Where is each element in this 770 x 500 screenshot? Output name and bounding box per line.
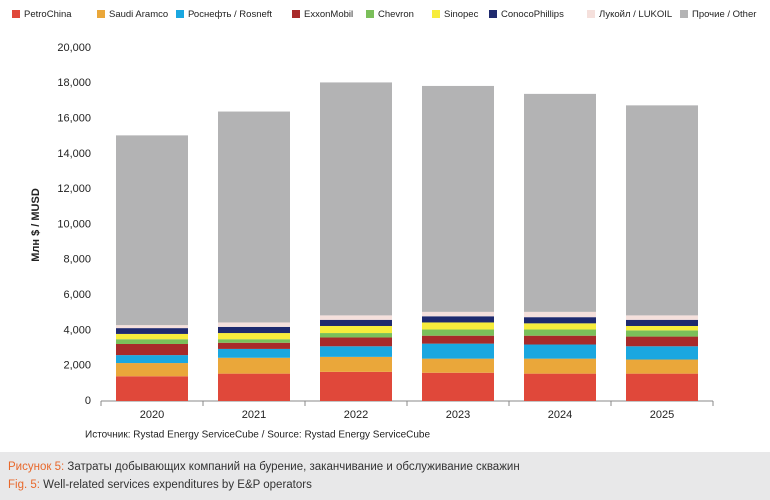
caption-label: Рисунок 5: (8, 461, 65, 473)
source: Источник: Rystad Energy ServiceCube / So… (85, 430, 430, 441)
bar-segment (626, 105, 698, 316)
bar-segment (524, 317, 596, 324)
bar-segment (218, 342, 290, 349)
y-tick-label: 20,000 (57, 42, 91, 54)
legend-label: Chevron (378, 9, 414, 20)
bar-segment (422, 343, 494, 359)
legend-label: Роснефть / Rosneft (188, 9, 272, 20)
bar-segment (524, 373, 596, 401)
y-tick-label: 14,000 (57, 148, 91, 160)
x-tick-label: 2022 (344, 409, 368, 421)
bar-segment (116, 363, 188, 377)
bar-segment (116, 135, 188, 326)
legend-label: ConocoPhillips (501, 9, 564, 20)
caption: Рисунок 5: Затраты добывающих компаний н… (0, 452, 770, 500)
x-tick-label: 2021 (242, 409, 266, 421)
bar-segment (320, 325, 392, 334)
caption-text: Затраты добывающих компаний на бурение, … (67, 461, 520, 473)
bar-segment (320, 315, 392, 320)
bar-segment (524, 358, 596, 374)
legend-label: Лукойл / LUKOIL (599, 9, 672, 20)
bar-segment (524, 311, 596, 318)
bar-segment (320, 337, 392, 347)
legend-swatch (366, 10, 374, 18)
bar-segment (626, 359, 698, 374)
bar-segment (422, 372, 494, 401)
chart: Млн $ / MUSD Источник: Rystad Energy Ser… (12, 9, 756, 441)
y-tick-label: 2,000 (63, 360, 91, 372)
bar-segment (320, 346, 392, 357)
x-tick-label: 2024 (548, 409, 572, 421)
bar-segment (218, 348, 290, 358)
bar-segment (116, 325, 188, 329)
legend-swatch (292, 10, 300, 18)
legend-swatch (680, 10, 688, 18)
bar-segment (626, 346, 698, 360)
bar-segment (116, 339, 188, 344)
y-tick-label: 0 (85, 395, 91, 407)
caption-label: Fig. 5: (8, 479, 40, 491)
x-tick-label: 2025 (650, 409, 674, 421)
bar-segment (116, 343, 188, 356)
bar-segment (422, 311, 494, 317)
bar-segment (116, 376, 188, 401)
bar-segment (422, 335, 494, 344)
bar-segment (320, 356, 392, 372)
bar-segment (626, 330, 698, 337)
legend-label: Прочие / Other (692, 9, 756, 20)
bar-segment (422, 329, 494, 336)
bar-segment (320, 319, 392, 326)
bar-segment (422, 316, 494, 323)
bar-segment (524, 329, 596, 336)
bar-segment (626, 319, 698, 326)
bar-segment (116, 328, 188, 334)
bar-segment (320, 333, 392, 338)
bar-segment (524, 335, 596, 345)
bar-segment (218, 357, 290, 374)
x-tick-label: 2020 (140, 409, 164, 421)
legend-swatch (587, 10, 595, 18)
bar-segment (218, 373, 290, 401)
legend-label: Sinopec (444, 9, 479, 20)
bar-segment (626, 325, 698, 331)
bar-segment (422, 85, 494, 312)
y-tick-label: 8,000 (63, 254, 91, 266)
bar-segment (218, 333, 290, 340)
y-tick-label: 16,000 (57, 113, 91, 125)
bar-segment (524, 344, 596, 359)
legend-label: ExxonMobil (304, 9, 353, 20)
legend-swatch (97, 10, 105, 18)
bar-segment (626, 373, 698, 401)
y-tick-label: 12,000 (57, 183, 91, 195)
y-tick-label: 4,000 (63, 324, 91, 336)
x-tick-label: 2023 (446, 409, 470, 421)
bar-segment (422, 358, 494, 373)
bar-segment (320, 82, 392, 316)
legend-label: PetroChina (24, 9, 72, 20)
y-tick-label: 6,000 (63, 289, 91, 301)
legend-swatch (12, 10, 20, 18)
bar-segment (218, 326, 290, 334)
legend-swatch (489, 10, 497, 18)
y-tick-label: 10,000 (57, 218, 91, 230)
y-tick-label: 18,000 (57, 77, 91, 89)
bar-segment (320, 371, 392, 401)
bar-segment (116, 333, 188, 340)
bar-segment (422, 322, 494, 330)
y-axis-label: Млн $ / MUSD (30, 188, 42, 262)
bar-segment (524, 93, 596, 312)
bar-segment (218, 322, 290, 327)
legend-swatch (176, 10, 184, 18)
caption-text: Well-related services expenditures by E&… (43, 479, 312, 491)
legend-label: Saudi Aramco (109, 9, 168, 20)
bar-segment (626, 336, 698, 347)
legend-swatch (432, 10, 440, 18)
bar-segment (524, 323, 596, 330)
bar-segment (116, 355, 188, 364)
bar-segment (218, 339, 290, 343)
bar-segment (218, 111, 290, 323)
bar-segment (626, 315, 698, 320)
